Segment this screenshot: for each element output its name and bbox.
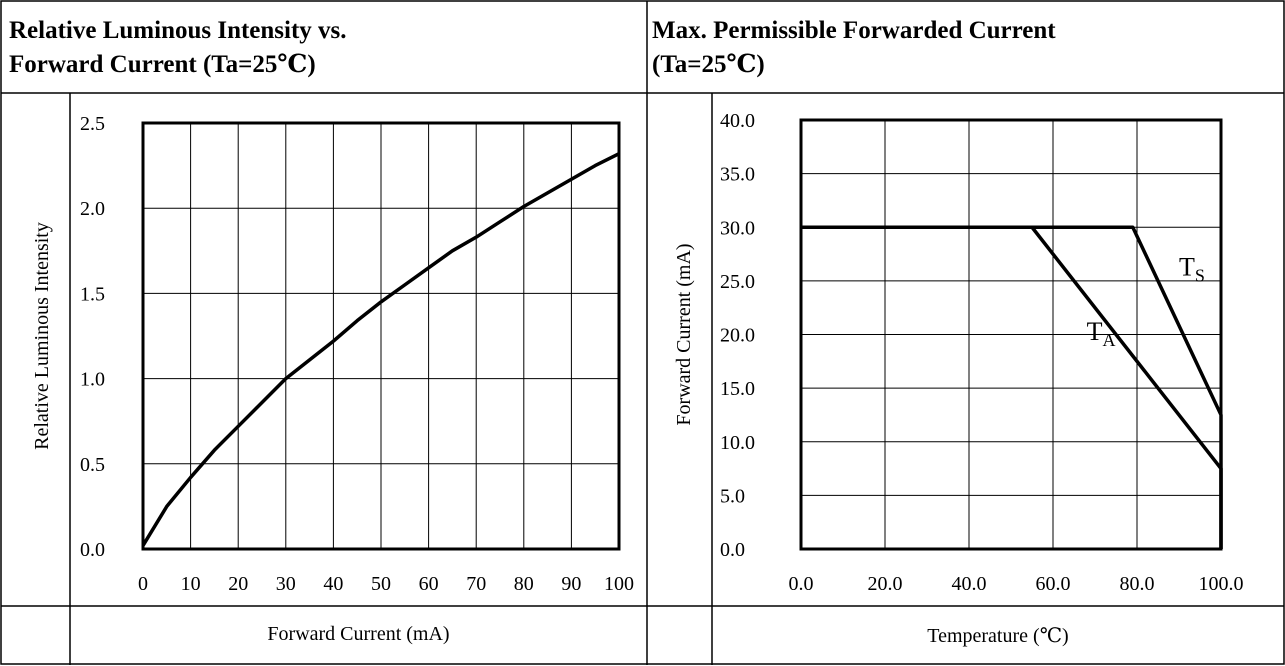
x-tick-label: 90 [561, 573, 581, 595]
x-tick-label: 100 [604, 573, 634, 595]
y-tick-label: 25.0 [720, 271, 755, 293]
x-tick-label: 60 [419, 573, 439, 595]
x-tick-label: 40 [323, 573, 343, 595]
plot-border [799, 118, 1223, 551]
y-tick-label: 1.0 [80, 369, 105, 391]
x-tick-label: 40.0 [952, 573, 987, 595]
y-tick-label: 35.0 [720, 164, 755, 186]
y-axis-label: Relative Luminous Intensity [31, 222, 53, 450]
x-tick-label: 80.0 [1120, 573, 1155, 595]
x-tick-label: 70 [466, 573, 486, 595]
y-tick-label: 15.0 [720, 378, 755, 400]
series-annotation-ta: TA [1087, 317, 1116, 350]
x-tick-label: 10 [181, 573, 201, 595]
x-tick-label: 0 [138, 573, 148, 595]
y-tick-label: 30.0 [720, 217, 755, 239]
y-tick-label: 20.0 [720, 325, 755, 347]
x-tick-label: 100.0 [1199, 573, 1244, 595]
y-tick-label: 2.0 [80, 198, 105, 220]
right-header-line2: (Ta=25℃) [652, 51, 765, 78]
x-tick-label: 60.0 [1036, 573, 1071, 595]
right-xaxis-caption: Temperature (℃) [927, 625, 1069, 647]
x-tick-label: 0.0 [789, 573, 814, 595]
left-header-line2: Forward Current (Ta=25℃) [9, 51, 316, 78]
y-axis-label: Forward Current (mA) [673, 243, 695, 425]
y-tick-label: 0.0 [720, 539, 745, 561]
y-tick-label: 10.0 [720, 432, 755, 454]
data-line [141, 152, 620, 547]
right-header-line1: Max. Permissible Forwarded Current [652, 17, 1056, 44]
right-chart-header: Max. Permissible Forwarded Current (Ta=2… [652, 14, 1056, 82]
y-tick-label: 0.5 [80, 454, 105, 476]
x-tick-label: 50 [371, 573, 391, 595]
y-tick-label: 2.5 [80, 113, 105, 135]
y-tick-label: 5.0 [720, 485, 745, 507]
series-annotation-ts: TS [1179, 253, 1205, 286]
series-line-ts [801, 225, 1223, 549]
left-chart-header: Relative Luminous Intensity vs. Forward … [9, 14, 347, 82]
x-tick-label: 20 [228, 573, 248, 595]
left-header-line1: Relative Luminous Intensity vs. [9, 17, 347, 44]
x-tick-label: 80 [514, 573, 534, 595]
x-tick-label: 20.0 [868, 573, 903, 595]
y-tick-label: 0.0 [80, 539, 105, 561]
y-tick-label: 40.0 [720, 110, 755, 132]
x-tick-label: 30 [276, 573, 296, 595]
y-tick-label: 1.5 [80, 283, 105, 305]
left-xaxis-caption: Forward Current (mA) [267, 623, 450, 645]
plot-border [141, 121, 621, 551]
